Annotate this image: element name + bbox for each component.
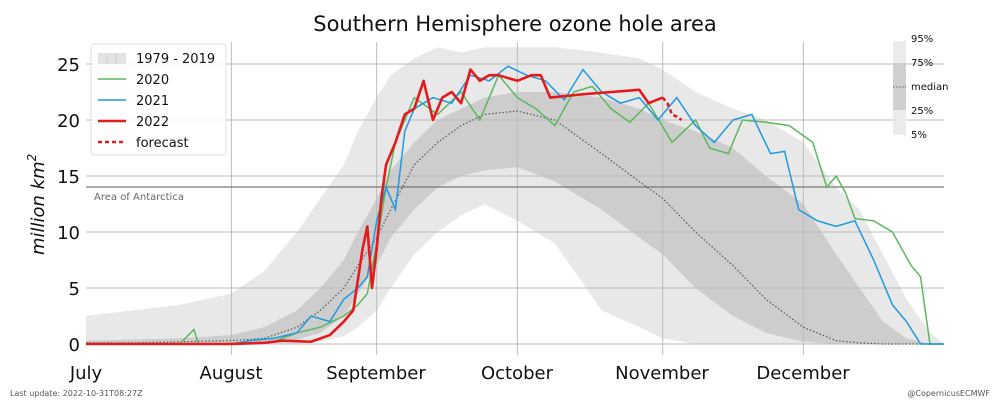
legend-label: 2021: [136, 94, 169, 109]
x-tick-august: August: [200, 363, 263, 384]
legend: 1979 - 2019 2020 2021 2022 forecast: [90, 43, 227, 156]
percentile-legend: 95% 75% median 25% 5%: [893, 34, 949, 141]
last-update-text: Last update: 2022-10-31T08:27Z: [10, 389, 143, 398]
legend-label: 2022: [136, 115, 169, 130]
legend-item-forecast: forecast: [98, 136, 189, 151]
legend-item-2022: 2022: [98, 115, 169, 130]
y-tick-10: 10: [57, 223, 80, 244]
legend-item-2020: 2020: [98, 73, 169, 88]
x-tick-september: September: [326, 363, 426, 384]
y-tick-25: 25: [57, 55, 80, 76]
y-tick-20: 20: [57, 111, 80, 132]
percentile-bands: [86, 47, 944, 344]
legend-label: forecast: [136, 136, 189, 151]
series-2021-line: [86, 65, 944, 345]
p75-label: 75%: [911, 58, 933, 69]
median-label: median: [911, 82, 949, 93]
y-axis-label: million km2: [25, 154, 49, 255]
plot-area: Area of Antarctica: [86, 42, 944, 355]
credit-text: @CopernicusECMWF: [907, 389, 990, 398]
band-swatch-icon: [98, 53, 126, 64]
x-tick-december: December: [756, 363, 850, 384]
x-tick-november: November: [615, 363, 709, 384]
p5-label: 5%: [911, 130, 927, 141]
x-tick-july: July: [69, 363, 103, 384]
legend-box: [90, 43, 227, 156]
antarctica-label: Area of Antarctica: [94, 192, 184, 203]
y-tick-0: 0: [69, 335, 80, 356]
p25-label: 25%: [911, 106, 933, 117]
x-axis: July August September October November D…: [69, 363, 850, 384]
chart-title: Southern Hemisphere ozone hole area: [313, 12, 717, 36]
band-25-75: [86, 92, 944, 344]
series-2020-line: [86, 73, 944, 345]
legend-label: 1979 - 2019: [136, 52, 215, 67]
y-tick-15: 15: [57, 167, 80, 188]
series-2022-line: [86, 68, 664, 346]
p95-label: 95%: [911, 34, 933, 45]
median-line: [86, 110, 944, 345]
legend-item-2021: 2021: [98, 94, 169, 109]
y-axis: 0 5 10 15 20 25: [57, 55, 80, 356]
gridlines: [86, 42, 944, 355]
x-tick-october: October: [481, 363, 554, 384]
legend-item-1979-2019: 1979 - 2019: [98, 52, 215, 67]
legend-label: 2020: [136, 73, 169, 88]
y-tick-5: 5: [69, 279, 80, 300]
